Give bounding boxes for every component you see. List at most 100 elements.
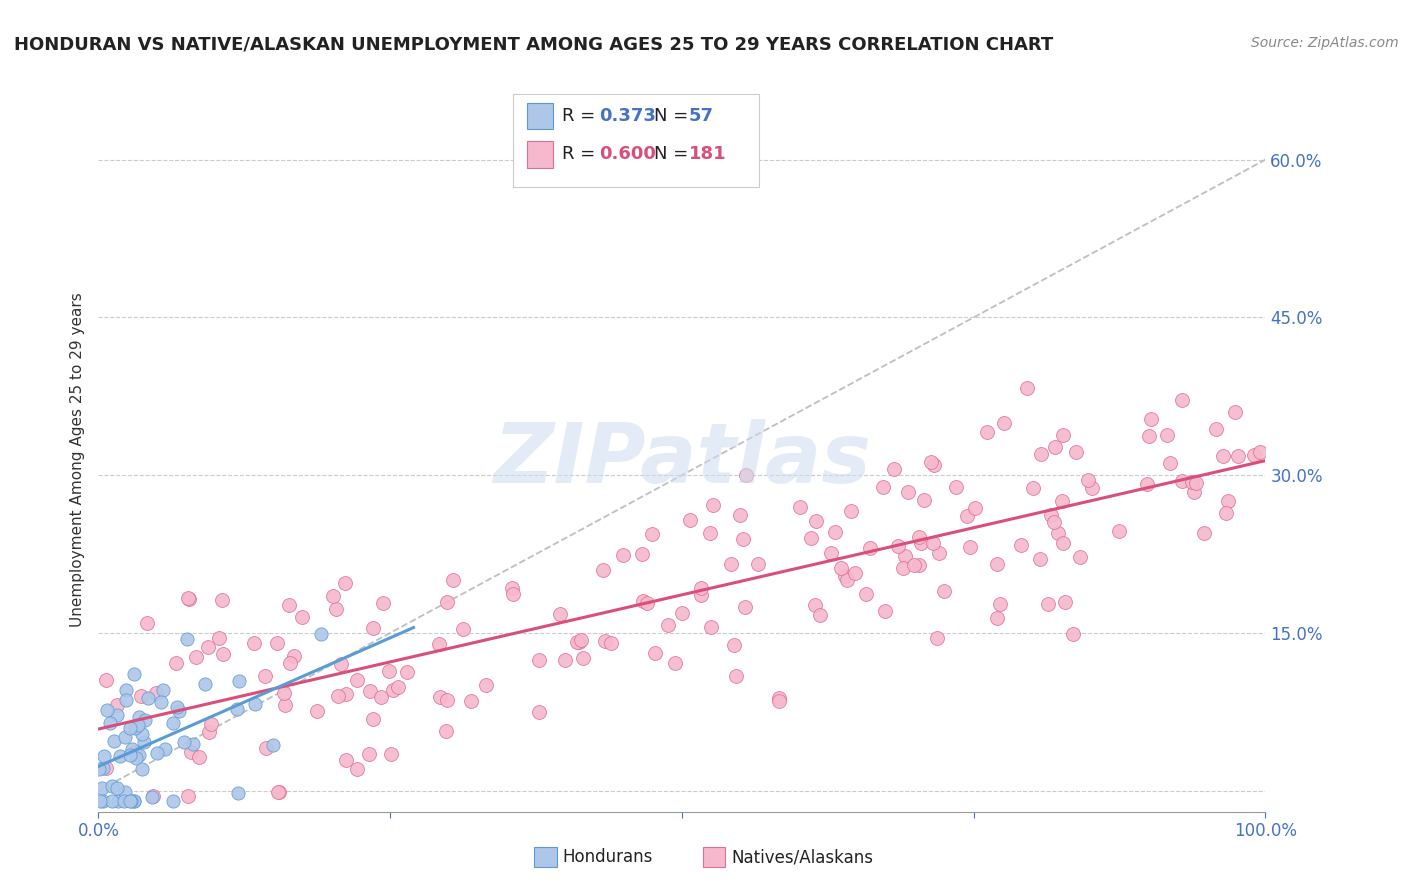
Point bbox=[110, 748, 132, 763]
Point bbox=[142, 789, 165, 803]
Point bbox=[107, 794, 129, 808]
Point bbox=[768, 694, 790, 708]
Point bbox=[728, 508, 751, 522]
Point bbox=[945, 480, 967, 494]
Point bbox=[429, 637, 451, 651]
Point bbox=[702, 498, 724, 512]
Point bbox=[94, 761, 117, 775]
Point bbox=[820, 546, 842, 560]
Point bbox=[132, 734, 155, 748]
Point bbox=[267, 785, 290, 799]
Point bbox=[910, 536, 932, 550]
Point bbox=[1081, 481, 1104, 495]
Point bbox=[1069, 549, 1091, 564]
Point bbox=[441, 573, 464, 587]
Point bbox=[986, 611, 1008, 625]
Point bbox=[91, 761, 114, 775]
Point bbox=[824, 524, 846, 539]
Point bbox=[335, 687, 357, 701]
Point bbox=[1077, 473, 1099, 487]
Point bbox=[127, 718, 149, 732]
Point bbox=[93, 748, 115, 763]
Point bbox=[91, 780, 114, 795]
Point bbox=[370, 690, 392, 704]
Point bbox=[254, 669, 277, 683]
Point bbox=[891, 561, 914, 575]
Point bbox=[747, 558, 769, 572]
Point bbox=[1050, 493, 1073, 508]
Point bbox=[993, 416, 1015, 430]
Point bbox=[395, 665, 418, 680]
Point bbox=[177, 591, 200, 605]
Point bbox=[325, 601, 347, 615]
Point bbox=[243, 636, 266, 650]
Point bbox=[844, 566, 866, 581]
Point bbox=[689, 588, 711, 602]
Point bbox=[1212, 449, 1234, 463]
Point bbox=[200, 716, 222, 731]
Point bbox=[103, 733, 125, 747]
Point bbox=[664, 656, 686, 670]
Text: 0.600: 0.600 bbox=[599, 145, 655, 163]
Point bbox=[804, 514, 827, 528]
Point bbox=[908, 530, 931, 544]
Point bbox=[1029, 552, 1052, 566]
Point bbox=[274, 698, 297, 712]
Point bbox=[932, 583, 955, 598]
Point bbox=[429, 690, 451, 705]
Point bbox=[925, 631, 948, 645]
Point bbox=[290, 610, 312, 624]
Point bbox=[387, 680, 409, 694]
Point bbox=[699, 525, 721, 540]
Point bbox=[855, 586, 877, 600]
Point bbox=[593, 633, 616, 648]
Text: 0.373: 0.373 bbox=[599, 107, 655, 125]
Point bbox=[1156, 427, 1178, 442]
Point bbox=[101, 794, 124, 808]
Point bbox=[1205, 422, 1227, 436]
Point bbox=[105, 698, 128, 712]
Point bbox=[920, 455, 942, 469]
Point bbox=[804, 599, 827, 613]
Point bbox=[1171, 392, 1194, 407]
Point bbox=[188, 750, 211, 764]
Text: 57: 57 bbox=[689, 107, 714, 125]
Point bbox=[734, 600, 756, 615]
Point bbox=[1171, 474, 1194, 488]
Point bbox=[922, 458, 945, 472]
Point bbox=[859, 541, 882, 555]
Point bbox=[128, 748, 150, 763]
Point bbox=[1140, 411, 1163, 425]
Point bbox=[872, 480, 894, 494]
Point bbox=[166, 700, 188, 714]
Point bbox=[122, 794, 145, 808]
Point bbox=[89, 794, 111, 808]
Point bbox=[177, 591, 200, 606]
Point bbox=[124, 794, 146, 808]
Point bbox=[1031, 447, 1053, 461]
Point bbox=[122, 667, 145, 681]
Point bbox=[630, 547, 652, 561]
Point bbox=[211, 647, 233, 661]
Point bbox=[928, 546, 950, 560]
Point bbox=[1062, 627, 1084, 641]
Point bbox=[548, 607, 571, 621]
Point bbox=[256, 741, 278, 756]
Point bbox=[599, 636, 621, 650]
Point bbox=[631, 594, 654, 608]
Point bbox=[641, 526, 664, 541]
Text: 181: 181 bbox=[689, 145, 727, 163]
Point bbox=[894, 549, 917, 563]
Point bbox=[1010, 538, 1032, 552]
Point bbox=[571, 651, 593, 665]
Point bbox=[112, 794, 135, 808]
Point bbox=[176, 632, 198, 646]
Point bbox=[1108, 524, 1130, 538]
Point bbox=[118, 748, 141, 763]
Point bbox=[371, 596, 394, 610]
Point bbox=[965, 501, 987, 516]
Point bbox=[346, 762, 368, 776]
Y-axis label: Unemployment Among Ages 25 to 29 years: Unemployment Among Ages 25 to 29 years bbox=[69, 292, 84, 627]
Point bbox=[136, 690, 159, 705]
Point bbox=[720, 557, 742, 571]
